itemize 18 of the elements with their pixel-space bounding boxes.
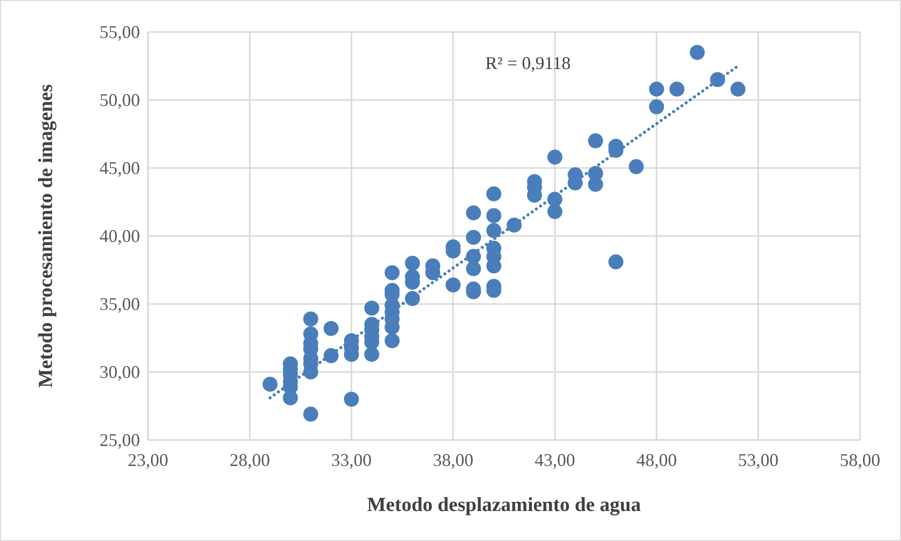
x-tick-label: 38,00 [432,450,474,470]
x-tick-label: 43,00 [534,450,576,470]
x-tick-label: 33,00 [331,450,372,470]
y-tick-label: 50,00 [100,90,140,110]
x-tick-label: 23,00 [128,450,168,470]
x-axis-title: Metodo desplazamiento de agua [367,494,641,516]
y-tick-label: 25,00 [100,430,140,450]
y-tick-label: 30,00 [100,362,140,382]
y-axis-title: Metodo procesamiento de imagenes [35,84,57,388]
y-tick-label: 35,00 [100,294,140,314]
y-tick-label: 55,00 [100,22,140,42]
x-tick-label: 53,00 [738,450,779,470]
y-tick-label: 40,00 [100,226,140,246]
y-tick-label: 45,00 [100,158,140,178]
x-tick-label: 48,00 [636,450,677,470]
x-tick-label: 28,00 [229,450,270,470]
annotation: R² = 0,9118 [485,53,571,73]
x-tick-label: 58,00 [840,450,880,470]
